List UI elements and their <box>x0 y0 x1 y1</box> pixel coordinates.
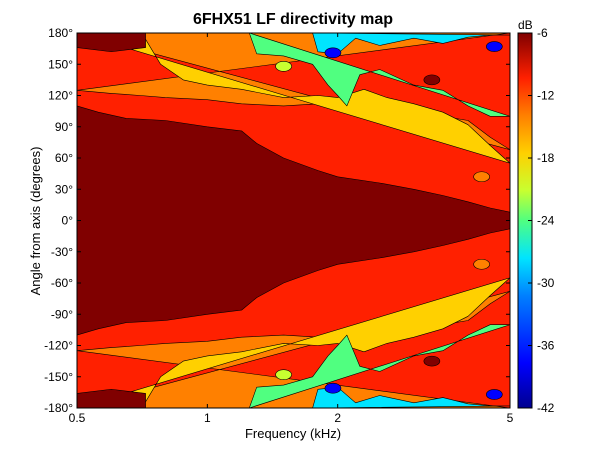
y-tick-label: 150° <box>48 57 73 71</box>
x-axis-label: Frequency (kHz) <box>245 426 341 441</box>
y-tick-label: -60° <box>51 276 73 290</box>
level-green-region-lower <box>249 324 510 408</box>
contour-spot-0-lower <box>324 382 342 394</box>
x-tick-label: 5 <box>507 411 514 425</box>
contour-spot-4-upper <box>275 61 292 72</box>
level-yellow-region-upper <box>77 33 510 164</box>
y-axis-label: Angle from axis (degrees) <box>28 147 43 296</box>
contour-spot-1-upper <box>486 41 503 52</box>
contour-spot-3-lower <box>473 258 490 270</box>
level-yellow-region-lower <box>77 277 510 408</box>
y-tick-label: -30° <box>51 245 73 259</box>
colorbar-tick-label: -30 <box>537 276 555 290</box>
plot-area <box>77 33 510 408</box>
level-cyan-region-upper <box>312 33 510 55</box>
colorbar-tick-label: -12 <box>537 89 555 103</box>
level-green-region-upper <box>249 33 510 117</box>
y-tick-label: 120° <box>48 89 73 103</box>
chart-title: 6FHX51 LF directivity map <box>193 11 393 28</box>
contour-spot-0-upper <box>324 47 342 59</box>
contour-spot-2-upper <box>423 74 441 86</box>
level-dark-red-lobe-lower <box>77 388 146 408</box>
y-tick-label: 30° <box>55 182 73 196</box>
y-tick-label: -120° <box>44 339 73 353</box>
contour-spot-1-lower <box>486 389 503 400</box>
y-tick-label: 0° <box>62 214 74 228</box>
y-tick-label: -180° <box>44 401 73 415</box>
x-axis: 0.5 1 2 5 <box>69 33 514 425</box>
y-tick-label: -90° <box>51 307 73 321</box>
y-tick-label: 90° <box>55 120 73 134</box>
colorbar-ticks: -6 -12 -18 -24 -30 -36 -42 <box>528 26 555 415</box>
y-tick-label: 60° <box>55 151 73 165</box>
contour-spot-3-upper <box>473 171 490 183</box>
colorbar-tick-label: -36 <box>537 339 555 353</box>
contour-spot-2-lower <box>423 355 441 367</box>
colorbar-tick-label: -6 <box>537 26 548 40</box>
colorbar-unit-label: dB <box>518 18 533 32</box>
x-tick-label: 1 <box>204 411 211 425</box>
x-tick-label: 2 <box>334 411 341 425</box>
colorbar-tick-label: -42 <box>537 401 555 415</box>
x-tick-label: 0.5 <box>69 411 86 425</box>
level-dark-red-lobe-upper <box>77 33 146 53</box>
contour-spot-4-lower <box>275 369 292 380</box>
y-tick-label: -150° <box>44 370 73 384</box>
colorbar-tick-label: -18 <box>537 151 555 165</box>
level-dark-red-core <box>77 105 510 336</box>
level-cyan-region-lower <box>312 386 510 408</box>
colorbar-tick-label: -24 <box>537 214 555 228</box>
y-tick-label: 180° <box>48 26 73 40</box>
y-axis: 180° 150° 120° 90° 60° 30° 0° -30° -60° -90° -120°… <box>44 26 510 415</box>
colorbar: dB -6 -12 -18 -24 -30 -36 -42 <box>517 18 555 415</box>
